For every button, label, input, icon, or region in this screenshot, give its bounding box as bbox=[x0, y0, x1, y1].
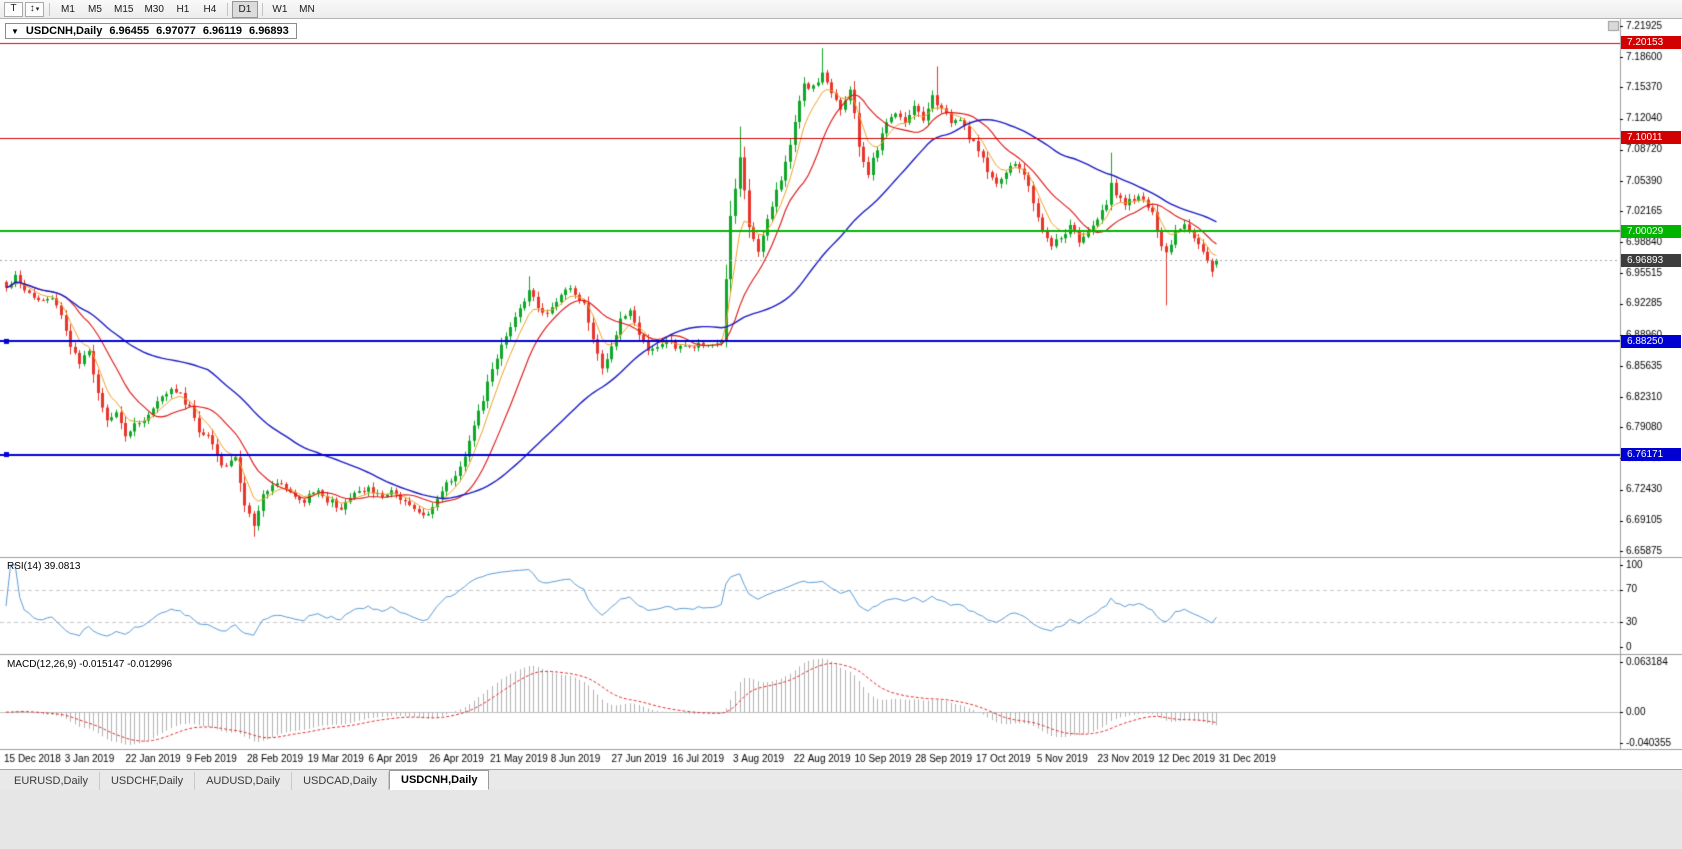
current-price-tag: 6.96893 bbox=[1621, 253, 1681, 267]
timeframe-button-d1[interactable]: D1 bbox=[231, 0, 258, 18]
timeframe-toolbar: T ↕ ▾ M1 M5 M15 M30 H1 H4 D1 W1 MN bbox=[0, 0, 1682, 19]
rsi-indicator-label: RSI(14) 39.0813 bbox=[7, 561, 81, 572]
price-level-tag: 6.76171 bbox=[1621, 448, 1681, 462]
objects-tool-button[interactable]: ↕ ▾ bbox=[25, 1, 44, 17]
toolbar-separator bbox=[49, 2, 50, 16]
symbol-info-box: ▼ USDCNH,Daily 6.96455 6.97077 6.96119 6… bbox=[5, 23, 297, 39]
chart-tabs-bar: EURUSD,Daily USDCHF,Daily AUDUSD,Daily USDC… bbox=[0, 769, 1682, 790]
timeframe-button-w1[interactable]: W1 bbox=[267, 1, 293, 18]
toolbar-separator bbox=[226, 2, 228, 16]
timeframe-button-h4[interactable]: H4 bbox=[197, 1, 223, 18]
price-level-tag: 7.10011 bbox=[1621, 131, 1681, 145]
ohlc-open: 6.96455 bbox=[109, 25, 150, 37]
timeframe-button-m30[interactable]: M30 bbox=[139, 1, 168, 18]
chart-tab-usdchf-daily[interactable]: USDCHF,Daily bbox=[100, 772, 196, 790]
chart-tab-eurusd-daily[interactable]: EURUSD,Daily bbox=[3, 772, 100, 790]
chart-tab-audusd-daily[interactable]: AUDUSD,Daily bbox=[195, 772, 293, 790]
chart-tab-usdcad-daily[interactable]: USDCAD,Daily bbox=[292, 772, 390, 790]
price-level-tag: 7.00029 bbox=[1621, 224, 1681, 238]
chevron-down-icon: ▾ bbox=[35, 5, 40, 13]
timeframe-button-m5[interactable]: M5 bbox=[82, 1, 108, 18]
symbol-title: USDCNH,Daily bbox=[25, 25, 103, 37]
timeframe-button-m1[interactable]: M1 bbox=[55, 1, 81, 18]
window-background bbox=[0, 790, 1682, 849]
chevron-down-icon[interactable]: ▼ bbox=[11, 26, 19, 36]
price-level-tag: 7.20153 bbox=[1621, 36, 1681, 50]
timeframe-button-h1[interactable]: H1 bbox=[170, 1, 196, 18]
ohlc-high: 6.97077 bbox=[156, 25, 196, 37]
timeframe-button-m15[interactable]: M15 bbox=[109, 1, 138, 18]
chart-tab-usdcnh-daily[interactable]: USDCNH,Daily bbox=[389, 770, 490, 790]
timeframe-buttons-group: M1 M5 M15 M30 H1 H4 D1 W1 MN bbox=[55, 0, 320, 18]
toolbar-separator bbox=[261, 2, 263, 16]
timeframe-button-mn[interactable]: MN bbox=[294, 1, 320, 18]
ohlc-close: 6.96893 bbox=[249, 25, 289, 37]
text-tool-button[interactable]: T bbox=[4, 1, 23, 17]
macd-indicator-label: MACD(12,26,9) -0.015147 -0.012996 bbox=[7, 659, 173, 670]
arrows-icon: ↕ bbox=[29, 3, 35, 14]
price-level-tag: 6.88250 bbox=[1621, 334, 1681, 348]
ohlc-low: 6.96119 bbox=[202, 25, 243, 37]
